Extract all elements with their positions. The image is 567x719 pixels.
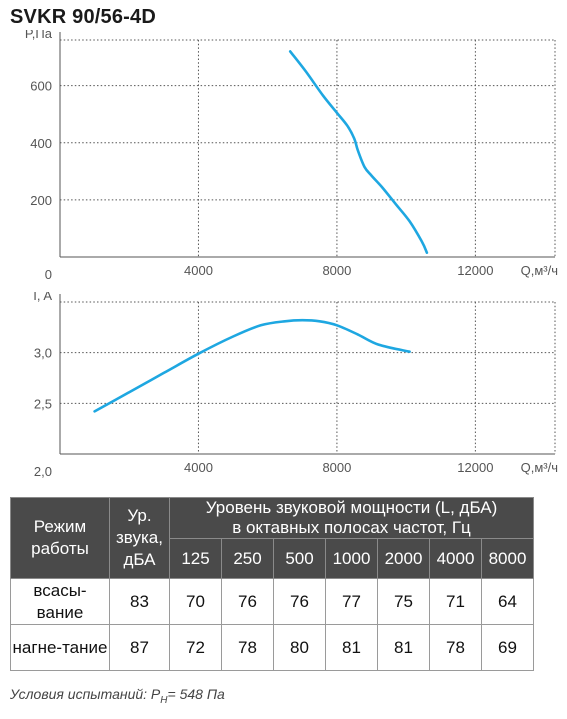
level-header: Ур. звука, дБА: [109, 497, 170, 579]
band-value: 77: [325, 578, 378, 625]
table-row: нагне-тание 87 72 78 80 81 81 78 69: [10, 624, 534, 671]
pressure-y-tick-label: 0: [45, 267, 52, 282]
pressure-y-axis-label: P,Па: [25, 30, 53, 41]
test-conditions-note: Условия испытаний: PH= 548 Па: [10, 686, 225, 706]
current-y-axis-label: I, A: [33, 292, 52, 303]
pressure-x-tick-label: 12000: [457, 263, 493, 278]
band-value: 81: [377, 624, 430, 671]
pressure-y-tick-label: 200: [30, 193, 52, 208]
freq-125: 125: [169, 538, 222, 579]
current-x-tick-label: 12000: [457, 460, 493, 475]
band-header: Уровень звуковой мощности (L, дБА) в окт…: [169, 497, 534, 539]
band-value: 75: [377, 578, 430, 625]
band-value: 76: [273, 578, 326, 625]
freq-500: 500: [273, 538, 326, 579]
row-level: 87: [109, 624, 170, 671]
freq-4000: 4000: [429, 538, 482, 579]
row-level: 83: [109, 578, 170, 625]
current-chart: 2,0 2,5 3,0 4000 8000 12000 I, A Q,м³/ч: [33, 292, 558, 479]
table-row: всасы-вание 83 70 76 76 77 75 71 64: [10, 578, 534, 625]
mode-header: Режим работы: [10, 497, 110, 579]
pressure-series-line: [288, 50, 429, 254]
current-x-tick-label: 4000: [184, 460, 213, 475]
band-value: 70: [169, 578, 222, 625]
band-header-line2: в октавных полосах частот, Гц: [232, 518, 471, 537]
band-value: 78: [221, 624, 274, 671]
freq-8000: 8000: [481, 538, 534, 579]
current-y-tick-label: 2,5: [34, 396, 52, 411]
freq-250: 250: [221, 538, 274, 579]
chart-title: SVKR 90/56-4D: [10, 6, 156, 28]
current-x-axis-label: Q,м³/ч: [521, 460, 558, 475]
band-header-line1: Уровень звуковой мощности (L, дБА): [205, 498, 498, 517]
band-value: 69: [481, 624, 534, 671]
pressure-x-tick-label: 4000: [184, 263, 213, 278]
pressure-y-tick-label: 400: [30, 136, 52, 151]
current-y-tick-label: 3,0: [34, 346, 52, 361]
current-x-tick-label: 8000: [322, 460, 351, 475]
band-value: 72: [169, 624, 222, 671]
row-mode: всасы-вание: [10, 578, 110, 625]
current-series-line: [93, 318, 411, 413]
pressure-x-tick-label: 8000: [322, 263, 351, 278]
pressure-x-axis-label: Q,м³/ч: [521, 263, 558, 278]
note-prefix: Условия испытаний: P: [10, 686, 161, 702]
band-value: 78: [429, 624, 482, 671]
sound-table: Режим работы Ур. звука, дБА Уровень звук…: [10, 497, 534, 671]
pressure-chart: 0 200 400 600 4000 8000 12000 P,Па Q,м³/ч: [25, 30, 558, 282]
band-value: 81: [325, 624, 378, 671]
note-suffix: = 548 Па: [167, 686, 225, 702]
freq-1000: 1000: [325, 538, 378, 579]
freq-2000: 2000: [377, 538, 430, 579]
pressure-y-tick-label: 600: [30, 79, 52, 94]
band-value: 80: [273, 624, 326, 671]
band-value: 64: [481, 578, 534, 625]
note-subscript: H: [160, 694, 168, 706]
band-value: 71: [429, 578, 482, 625]
band-value: 76: [221, 578, 274, 625]
current-y-tick-label: 2,0: [34, 464, 52, 479]
row-mode: нагне-тание: [10, 624, 110, 671]
